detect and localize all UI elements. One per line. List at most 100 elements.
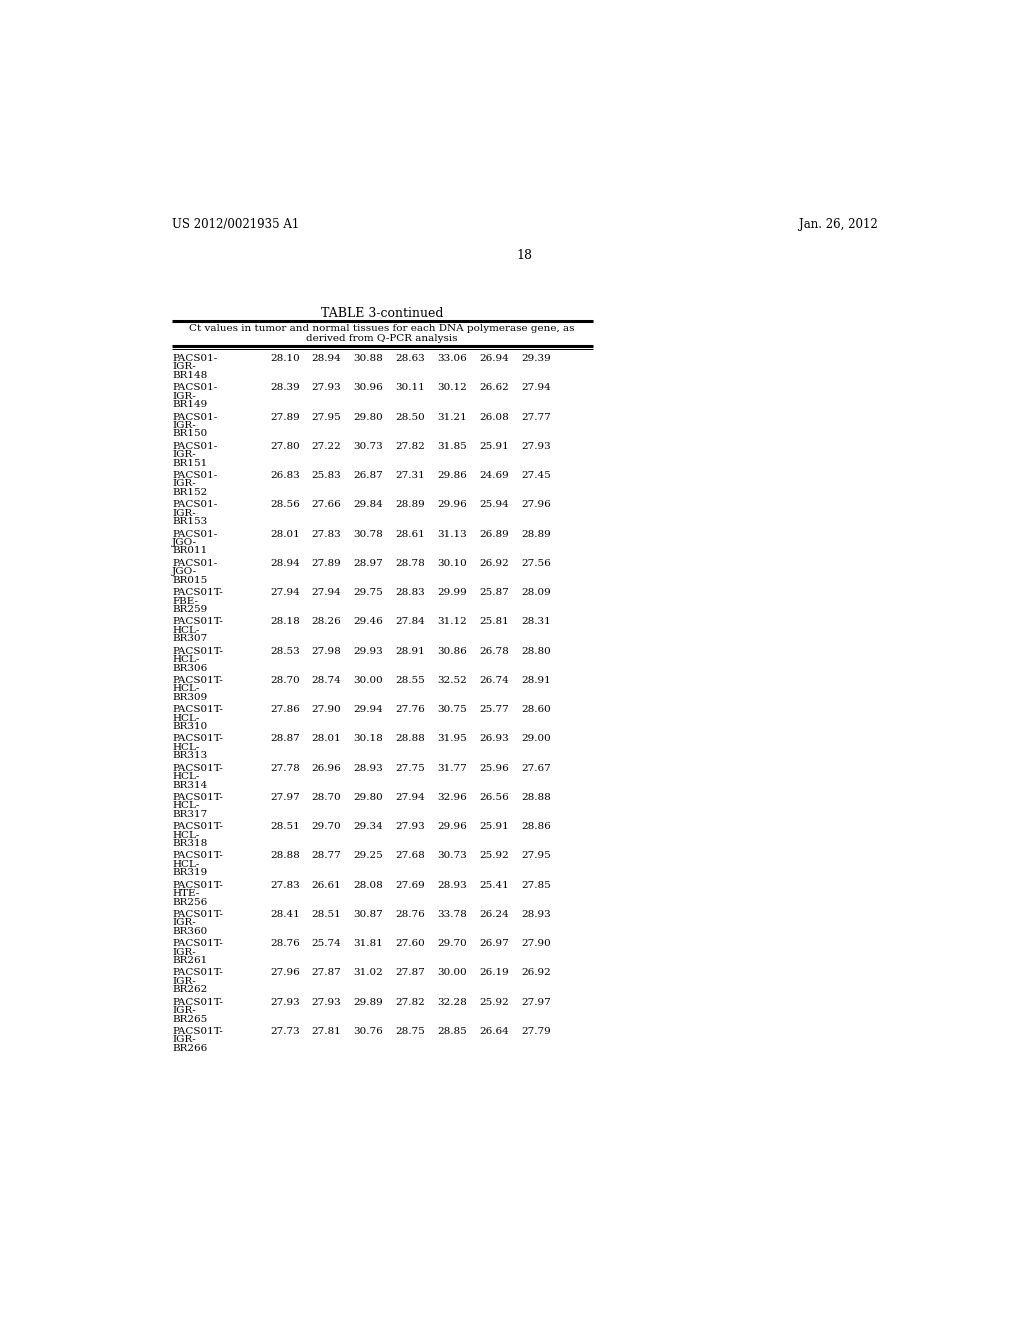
Text: 28.76: 28.76 xyxy=(395,909,425,919)
Text: 27.96: 27.96 xyxy=(521,500,551,510)
Text: derived from Q-PCR analysis: derived from Q-PCR analysis xyxy=(306,334,458,343)
Text: BR011: BR011 xyxy=(172,546,208,556)
Text: 28.01: 28.01 xyxy=(311,734,341,743)
Text: 28.88: 28.88 xyxy=(395,734,425,743)
Text: 30.00: 30.00 xyxy=(353,676,383,685)
Text: 26.83: 26.83 xyxy=(270,471,300,480)
Text: 27.98: 27.98 xyxy=(311,647,341,656)
Text: 30.00: 30.00 xyxy=(437,969,467,977)
Text: HCL-: HCL- xyxy=(172,772,200,781)
Text: 26.92: 26.92 xyxy=(479,558,509,568)
Text: BR148: BR148 xyxy=(172,371,208,380)
Text: PACS01-: PACS01- xyxy=(172,383,217,392)
Text: 31.85: 31.85 xyxy=(437,442,467,450)
Text: US 2012/0021935 A1: US 2012/0021935 A1 xyxy=(172,218,299,231)
Text: HCL-: HCL- xyxy=(172,859,200,869)
Text: 26.93: 26.93 xyxy=(479,734,509,743)
Text: 25.87: 25.87 xyxy=(479,589,509,597)
Text: 26.61: 26.61 xyxy=(311,880,341,890)
Text: 26.92: 26.92 xyxy=(521,969,551,977)
Text: 28.09: 28.09 xyxy=(521,589,551,597)
Text: 29.46: 29.46 xyxy=(353,618,383,626)
Text: 27.85: 27.85 xyxy=(521,880,551,890)
Text: 30.73: 30.73 xyxy=(437,851,467,861)
Text: 25.96: 25.96 xyxy=(479,763,509,772)
Text: 30.76: 30.76 xyxy=(353,1027,383,1036)
Text: 29.70: 29.70 xyxy=(437,940,467,948)
Text: 28.93: 28.93 xyxy=(521,909,551,919)
Text: 27.95: 27.95 xyxy=(311,412,341,421)
Text: 28.75: 28.75 xyxy=(395,1027,425,1036)
Text: BR150: BR150 xyxy=(172,429,208,438)
Text: 32.28: 32.28 xyxy=(437,998,467,1007)
Text: BR307: BR307 xyxy=(172,635,208,643)
Text: 27.77: 27.77 xyxy=(521,412,551,421)
Text: IGR-: IGR- xyxy=(172,1035,196,1044)
Text: BR310: BR310 xyxy=(172,722,208,731)
Text: 28.70: 28.70 xyxy=(270,676,300,685)
Text: 28.83: 28.83 xyxy=(395,589,425,597)
Text: 27.94: 27.94 xyxy=(521,383,551,392)
Text: 29.34: 29.34 xyxy=(353,822,383,832)
Text: 31.81: 31.81 xyxy=(353,940,383,948)
Text: 28.94: 28.94 xyxy=(270,558,300,568)
Text: 28.88: 28.88 xyxy=(521,793,551,801)
Text: 27.90: 27.90 xyxy=(521,940,551,948)
Text: 29.80: 29.80 xyxy=(353,412,383,421)
Text: 28.41: 28.41 xyxy=(270,909,300,919)
Text: IGR-: IGR- xyxy=(172,948,196,957)
Text: BR151: BR151 xyxy=(172,459,208,467)
Text: 29.89: 29.89 xyxy=(353,998,383,1007)
Text: 28.74: 28.74 xyxy=(311,676,341,685)
Text: 28.78: 28.78 xyxy=(395,558,425,568)
Text: 31.95: 31.95 xyxy=(437,734,467,743)
Text: 29.39: 29.39 xyxy=(521,354,551,363)
Text: 27.75: 27.75 xyxy=(395,763,425,772)
Text: BR314: BR314 xyxy=(172,780,208,789)
Text: 26.24: 26.24 xyxy=(479,909,509,919)
Text: HCL-: HCL- xyxy=(172,655,200,664)
Text: 29.70: 29.70 xyxy=(311,822,341,832)
Text: 27.76: 27.76 xyxy=(395,705,425,714)
Text: IGR-: IGR- xyxy=(172,1006,196,1015)
Text: HCL-: HCL- xyxy=(172,830,200,840)
Text: IGR-: IGR- xyxy=(172,479,196,488)
Text: 28.85: 28.85 xyxy=(437,1027,467,1036)
Text: 26.78: 26.78 xyxy=(479,647,509,656)
Text: 24.69: 24.69 xyxy=(479,471,509,480)
Text: BR306: BR306 xyxy=(172,664,208,672)
Text: 28.53: 28.53 xyxy=(270,647,300,656)
Text: 25.77: 25.77 xyxy=(479,705,509,714)
Text: PACS01-: PACS01- xyxy=(172,354,217,363)
Text: 25.92: 25.92 xyxy=(479,851,509,861)
Text: 27.83: 27.83 xyxy=(311,529,341,539)
Text: 18: 18 xyxy=(517,249,532,263)
Text: 25.94: 25.94 xyxy=(479,500,509,510)
Text: 28.87: 28.87 xyxy=(270,734,300,743)
Text: 27.22: 27.22 xyxy=(311,442,341,450)
Text: 31.13: 31.13 xyxy=(437,529,467,539)
Text: 30.88: 30.88 xyxy=(353,354,383,363)
Text: 27.73: 27.73 xyxy=(270,1027,300,1036)
Text: BR266: BR266 xyxy=(172,1044,208,1053)
Text: 29.96: 29.96 xyxy=(437,822,467,832)
Text: PACS01-: PACS01- xyxy=(172,500,217,510)
Text: PACS01T-: PACS01T- xyxy=(172,940,223,948)
Text: 27.80: 27.80 xyxy=(270,442,300,450)
Text: PACS01-: PACS01- xyxy=(172,529,217,539)
Text: 27.97: 27.97 xyxy=(521,998,551,1007)
Text: 31.21: 31.21 xyxy=(437,412,467,421)
Text: 25.83: 25.83 xyxy=(311,471,341,480)
Text: 28.39: 28.39 xyxy=(270,383,300,392)
Text: BR309: BR309 xyxy=(172,693,208,702)
Text: BR360: BR360 xyxy=(172,927,208,936)
Text: 27.90: 27.90 xyxy=(311,705,341,714)
Text: PACS01-: PACS01- xyxy=(172,471,217,480)
Text: 25.41: 25.41 xyxy=(479,880,509,890)
Text: 27.84: 27.84 xyxy=(395,618,425,626)
Text: 30.87: 30.87 xyxy=(353,909,383,919)
Text: 30.18: 30.18 xyxy=(353,734,383,743)
Text: 26.62: 26.62 xyxy=(479,383,509,392)
Text: PACS01T-: PACS01T- xyxy=(172,909,223,919)
Text: 27.93: 27.93 xyxy=(311,998,341,1007)
